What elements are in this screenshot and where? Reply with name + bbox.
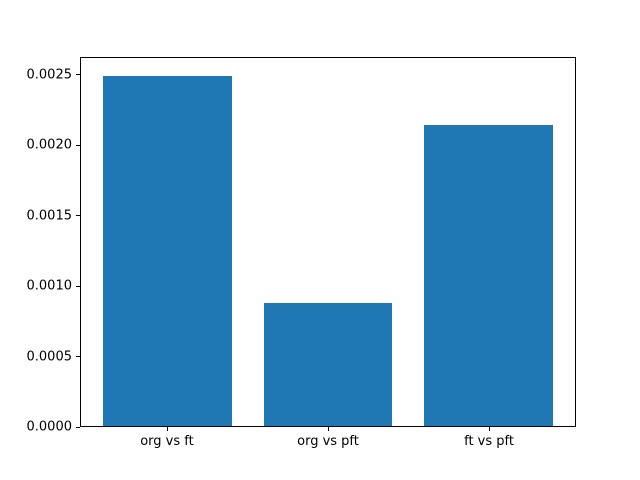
y-tick-label: 0.0025 bbox=[26, 67, 73, 83]
y-tick-mark bbox=[76, 215, 80, 217]
x-tick-mark bbox=[489, 427, 491, 431]
y-tick-mark bbox=[76, 426, 80, 428]
y-tick-label: 0.0015 bbox=[26, 208, 73, 224]
plot-area bbox=[80, 57, 576, 427]
bar-org-vs-pft bbox=[263, 302, 393, 426]
bar-ft-vs-pft bbox=[424, 124, 553, 426]
x-tick-mark bbox=[328, 427, 329, 431]
bar-org-vs-ft bbox=[103, 75, 232, 426]
y-tick-mark bbox=[76, 285, 80, 287]
x-tick-label: org vs ft bbox=[140, 434, 194, 449]
y-tick-label: 0.0020 bbox=[26, 137, 73, 153]
y-tick-mark bbox=[76, 144, 80, 146]
x-tick-mark bbox=[166, 427, 168, 431]
y-tick-label: 0.0010 bbox=[26, 278, 73, 294]
y-tick-mark bbox=[76, 356, 80, 358]
y-tick-mark bbox=[76, 74, 80, 76]
y-tick-label: 0.0005 bbox=[26, 349, 73, 365]
x-tick-label: ft vs pft bbox=[464, 434, 514, 449]
y-tick-label: 0.0000 bbox=[26, 419, 73, 435]
x-tick-label: org vs pft bbox=[297, 434, 359, 449]
